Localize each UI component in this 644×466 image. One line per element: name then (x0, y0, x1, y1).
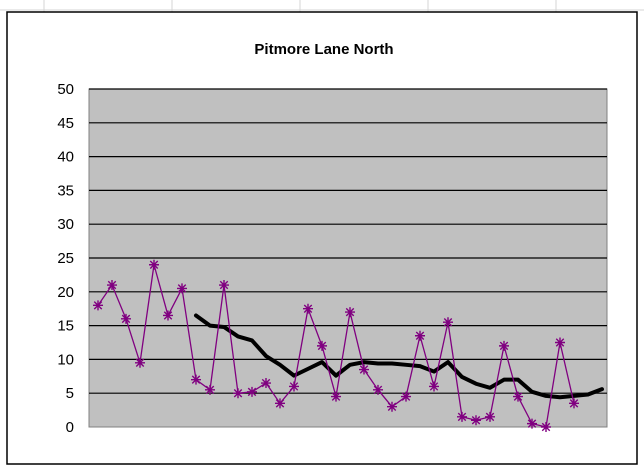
y-tick-label: 30 (57, 216, 74, 233)
data-point (485, 411, 495, 422)
data-point (303, 303, 313, 314)
chart-title: Pitmore Lane North (254, 41, 393, 58)
y-axis: 0 5 10 15 20 25 30 35 40 45 50 (57, 81, 74, 436)
data-point (541, 422, 551, 432)
y-tick-label: 50 (57, 81, 74, 98)
data-point (527, 418, 537, 429)
data-point (107, 280, 117, 291)
data-point (359, 364, 369, 375)
data-point (93, 300, 103, 311)
y-tick-label: 20 (57, 284, 74, 301)
data-point (163, 310, 173, 321)
data-point (471, 415, 481, 426)
data-point (149, 259, 159, 270)
data-point (457, 411, 467, 422)
data-point (429, 381, 439, 392)
data-point (289, 381, 299, 392)
y-tick-label: 40 (57, 149, 74, 166)
data-point (177, 283, 187, 294)
data-point (373, 384, 383, 395)
y-tick-label: 10 (57, 351, 74, 368)
data-series (93, 259, 579, 432)
y-tick-label: 15 (57, 318, 74, 335)
y-tick-label: 0 (66, 419, 74, 436)
y-tick-label: 45 (57, 115, 74, 132)
data-point (135, 357, 145, 368)
y-tick-label: 25 (57, 250, 74, 267)
data-point (569, 398, 579, 409)
data-point (247, 386, 257, 397)
data-point (401, 391, 411, 402)
data-point (513, 391, 523, 402)
data-point (233, 388, 243, 399)
trend-series (194, 313, 604, 400)
data-point (121, 313, 131, 324)
y-tick-label: 5 (66, 385, 74, 402)
data-point (261, 378, 271, 389)
gridlines (89, 88, 607, 394)
data-point (331, 391, 341, 402)
data-point (443, 317, 453, 328)
data-point (275, 398, 285, 409)
data-point (555, 337, 565, 348)
data-point (205, 384, 215, 395)
data-point (499, 340, 509, 351)
data-point (415, 330, 425, 341)
trend-line (194, 313, 604, 400)
data-point (387, 401, 397, 412)
data-point (317, 340, 327, 351)
data-point (345, 307, 355, 318)
data-point (219, 280, 229, 291)
data-point (191, 374, 201, 385)
y-tick-label: 35 (57, 182, 74, 199)
